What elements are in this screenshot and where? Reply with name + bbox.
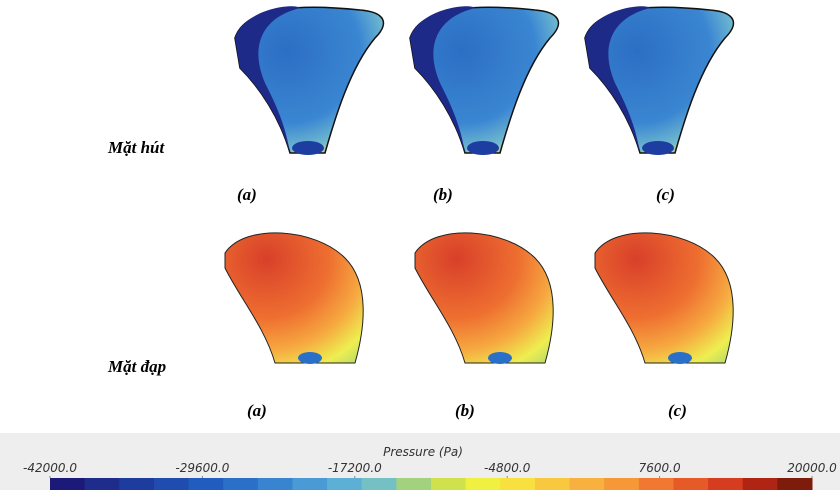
colorbar-segment xyxy=(570,478,605,490)
panel-label: (b) xyxy=(433,185,453,204)
colorbar-segment xyxy=(431,478,466,490)
colorbar-segment xyxy=(743,478,778,490)
panel-label: (a) xyxy=(247,401,267,420)
colorbar-segment xyxy=(777,478,812,490)
row-label: Mặt đạp xyxy=(107,357,166,376)
colorbar-segment xyxy=(327,478,362,490)
pressure-blades xyxy=(225,233,733,364)
colorbar-segment xyxy=(154,478,189,490)
colorbar-segment xyxy=(673,478,708,490)
colorbar-title: Pressure (Pa) xyxy=(383,445,463,459)
panel-label: (c) xyxy=(668,401,687,420)
colorbar-segment xyxy=(258,478,293,490)
colorbar-tick-label: -4800.0 xyxy=(484,461,531,475)
colorbar-segment xyxy=(396,478,431,490)
panel-label: (b) xyxy=(455,401,475,420)
colorbar-tick-label: -17200.0 xyxy=(328,461,382,475)
colorbar-segment xyxy=(85,478,120,490)
colorbar-tick-label: -42000.0 xyxy=(23,461,77,475)
colorbar-tick-label: 20000.0 xyxy=(787,461,837,475)
figure: Mặt hút (a) (b) (c) Mặt đạp (a) (b) (c) … xyxy=(0,0,840,490)
colorbar-segment xyxy=(708,478,743,490)
panel-label: (a) xyxy=(237,185,257,204)
colorbar-segment xyxy=(223,478,258,490)
row-label: Mặt hút xyxy=(107,138,165,157)
suction-blades xyxy=(235,6,733,155)
colorbar-segment xyxy=(639,478,674,490)
colorbar-segment xyxy=(500,478,535,490)
colorbar-segment xyxy=(466,478,501,490)
colorbar-tick-label: -29600.0 xyxy=(175,461,229,475)
colorbar-segment xyxy=(362,478,397,490)
colorbar-segment xyxy=(535,478,570,490)
colorbar-tick-label: 7600.0 xyxy=(639,461,681,475)
colorbar-segment xyxy=(189,478,224,490)
colorbar-segment xyxy=(50,478,85,490)
colorbar-segment xyxy=(119,478,154,490)
colorbar-segment xyxy=(604,478,639,490)
colorbar-segment xyxy=(292,478,327,490)
panel-label: (c) xyxy=(656,185,675,204)
